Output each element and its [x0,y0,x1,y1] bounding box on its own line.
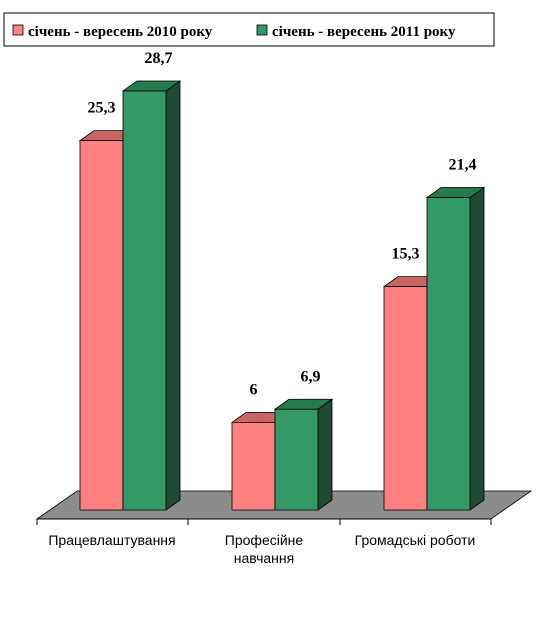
bar-2011-1 [121,80,182,511]
data-label: 6,9 [301,368,321,385]
category-label: навчання [234,550,294,566]
bar-front-face [274,408,319,511]
category-label: Професійне [225,532,304,548]
bar-front-face [426,197,471,511]
bar-front-face [122,90,167,511]
bar-side-face [469,186,485,511]
legend-swatch-2010 [12,24,24,36]
category-labels-layer: Працевлаштування Професійне навчання Громад… [48,532,475,566]
bar-side-face [317,398,333,511]
data-label: 28,7 [145,50,173,67]
bar-2011-2 [273,398,334,511]
data-label: 15,3 [392,246,420,263]
legend-label-2010: січень - вересень 2010 року [28,24,213,40]
data-label: 21,4 [449,157,477,174]
category-label: Громадські роботи [355,532,476,548]
data-label: 25,3 [88,100,116,117]
data-label: 6 [250,381,258,398]
data-labels-layer: 25,3 28,7 6 6,9 15,3 21,4 [88,50,477,398]
bar-front-face [79,140,124,511]
category-label: Працевлаштування [48,532,175,548]
legend: січень - вересень 2010 року січень - вер… [3,12,495,47]
bars-layer [78,80,486,511]
legend-swatch-2011 [256,24,268,36]
legend-label-2011: січень - вересень 2011 року [272,24,456,40]
legend-box [3,12,495,47]
bar-side-face [165,80,181,511]
bar-front-face [383,286,428,511]
bar-2011-3 [425,186,486,511]
bar-front-face [231,421,276,511]
